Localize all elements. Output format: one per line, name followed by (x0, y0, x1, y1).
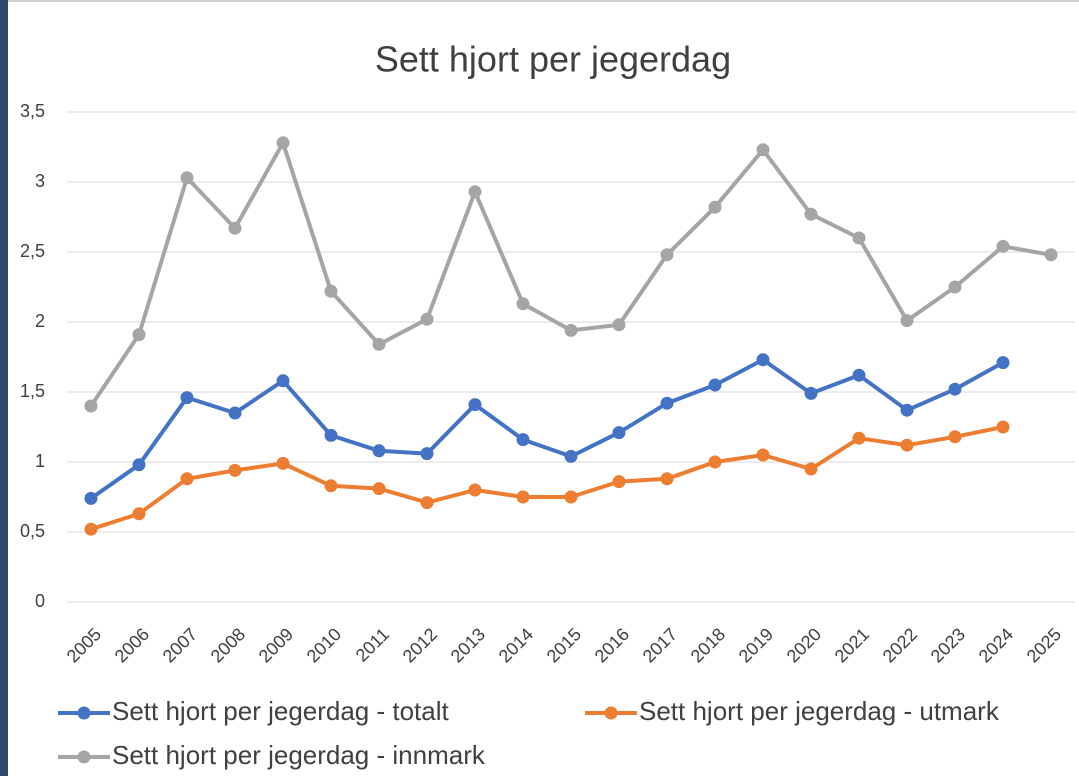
data-point (660, 396, 674, 410)
data-point (324, 428, 338, 442)
data-point (276, 374, 290, 388)
data-point (660, 248, 674, 262)
data-point (564, 490, 578, 504)
legend-marker (77, 706, 91, 720)
data-point (180, 472, 194, 486)
data-point (948, 280, 962, 294)
data-point (228, 221, 242, 235)
legend-marker (604, 706, 618, 720)
data-point (852, 368, 866, 382)
data-point (756, 143, 770, 157)
series-line (90, 425, 1004, 532)
data-point (372, 337, 386, 351)
data-point (756, 448, 770, 462)
y-tick-label: 2 (35, 311, 45, 331)
data-point (420, 496, 434, 510)
data-point (852, 231, 866, 245)
data-point (420, 447, 434, 461)
data-point (372, 444, 386, 458)
data-point (612, 318, 626, 332)
y-tick-label: 1,5 (20, 381, 45, 401)
legend-label: Sett hjort per jegerdag - innmark (112, 740, 486, 770)
data-point (420, 312, 434, 326)
data-point (804, 207, 818, 221)
data-point (180, 171, 194, 185)
data-point (900, 314, 914, 328)
chart-title: Sett hjort per jegerdag (375, 39, 731, 80)
y-tick-label: 1 (35, 451, 45, 471)
data-point (948, 382, 962, 396)
data-point (468, 483, 482, 497)
data-point (996, 239, 1010, 253)
data-point (228, 463, 242, 477)
y-tick-label: 0,5 (20, 521, 45, 541)
data-point (132, 507, 146, 521)
data-point (948, 430, 962, 444)
left-edge (0, 0, 8, 776)
data-point (996, 420, 1010, 434)
data-point (1044, 248, 1058, 262)
data-point (756, 353, 770, 367)
data-point (708, 378, 722, 392)
data-point (804, 386, 818, 400)
data-point (468, 185, 482, 199)
data-point (612, 475, 626, 489)
legend-marker (77, 750, 91, 764)
data-point (276, 456, 290, 470)
data-point (180, 391, 194, 405)
y-tick-label: 2,5 (20, 241, 45, 261)
data-point (564, 449, 578, 463)
data-point (708, 455, 722, 469)
data-point (564, 323, 578, 337)
y-tick-label: 3,5 (20, 101, 45, 121)
legend-label: Sett hjort per jegerdag - totalt (112, 696, 450, 726)
y-tick-label: 3 (35, 171, 45, 191)
data-point (660, 472, 674, 486)
data-point (516, 433, 530, 447)
y-tick-label: 0 (35, 591, 45, 611)
data-point (84, 399, 98, 413)
data-point (516, 490, 530, 504)
data-point (996, 356, 1010, 370)
data-point (276, 136, 290, 150)
data-point (132, 328, 146, 342)
data-point (228, 406, 242, 420)
data-point (612, 426, 626, 440)
data-point (804, 462, 818, 476)
data-point (708, 200, 722, 214)
legend-label: Sett hjort per jegerdag - utmark (639, 696, 1000, 726)
data-point (132, 458, 146, 472)
data-point (468, 398, 482, 412)
data-point (516, 297, 530, 311)
series-line (89, 357, 1004, 501)
data-point (84, 491, 98, 505)
data-point (900, 403, 914, 417)
data-point (84, 522, 98, 536)
data-point (852, 431, 866, 445)
top-edge (8, 0, 1079, 2)
data-point (900, 438, 914, 452)
data-point (372, 482, 386, 496)
data-point (324, 284, 338, 298)
data-point (324, 479, 338, 493)
